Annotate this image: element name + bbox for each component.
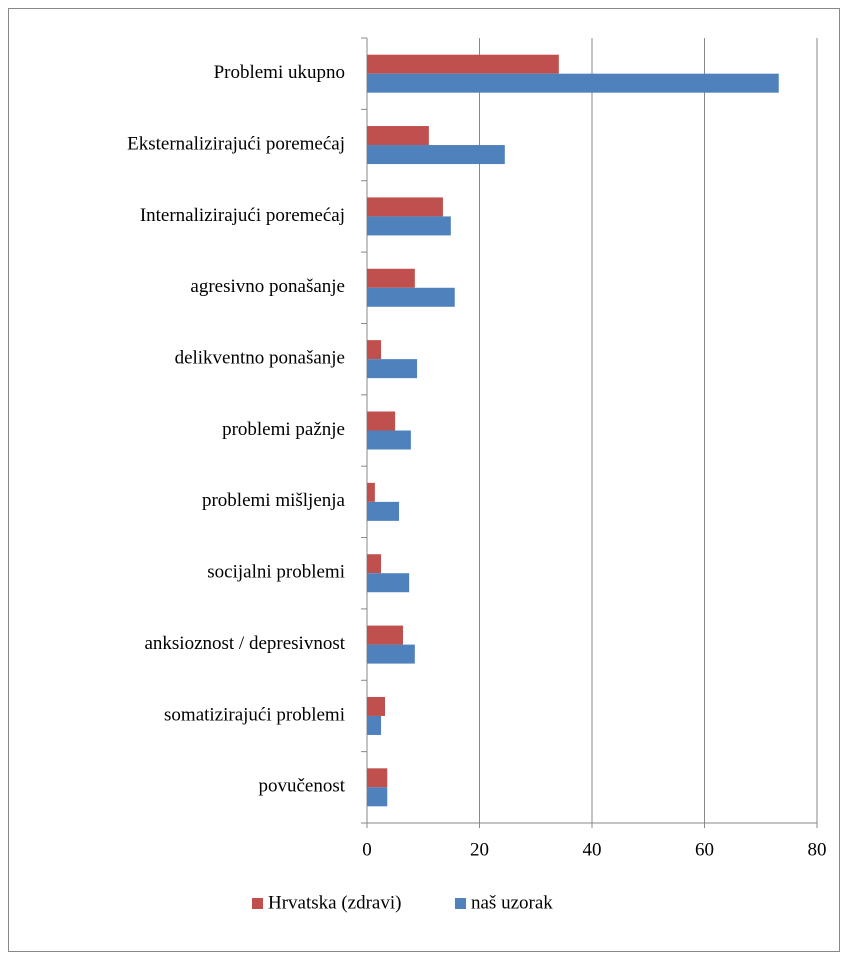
y-tick-label: Internalizirajući poremećaj xyxy=(140,205,345,226)
bar xyxy=(367,554,382,574)
bar xyxy=(367,268,415,288)
bar xyxy=(367,287,455,307)
legend-label: Hrvatska (zdravi) xyxy=(268,892,401,913)
bar xyxy=(367,340,382,360)
y-tick-label: Eksternalizirajući poremećaj xyxy=(127,133,345,154)
y-tick-label: problemi mišljenja xyxy=(202,490,346,511)
bar xyxy=(367,644,415,664)
bar xyxy=(367,430,411,450)
x-tick-label: 0 xyxy=(362,839,372,860)
bar xyxy=(367,625,403,645)
bar xyxy=(367,145,505,165)
bar xyxy=(367,573,410,593)
legend-swatch xyxy=(455,898,466,909)
x-tick-label: 80 xyxy=(808,839,827,860)
y-tick-label: agresivno ponašanje xyxy=(190,276,345,297)
bar xyxy=(367,501,400,521)
bar xyxy=(367,482,375,502)
y-tick-label: povučenost xyxy=(258,776,345,797)
x-tick-label: 60 xyxy=(695,839,714,860)
y-tick-label: delikventno ponašanje xyxy=(175,347,345,368)
bar xyxy=(367,359,418,379)
x-tick-label: 40 xyxy=(583,839,602,860)
y-tick-label: problemi pažnje xyxy=(222,419,345,440)
bar xyxy=(367,715,382,735)
bar xyxy=(367,197,443,217)
bar xyxy=(367,73,779,93)
bar xyxy=(367,696,385,716)
x-tick-label: 20 xyxy=(470,839,489,860)
bar xyxy=(367,787,388,807)
y-tick-label: Problemi ukupno xyxy=(214,62,345,83)
bar xyxy=(367,411,396,431)
y-tick-label: socijalni problemi xyxy=(207,562,345,583)
y-tick-label: anksioznost / depresivnost xyxy=(144,633,345,654)
bar xyxy=(367,54,559,74)
legend-label: naš uzorak xyxy=(471,892,553,913)
bar xyxy=(367,126,429,146)
y-tick-label: somatizirajući problemi xyxy=(164,704,345,725)
chart-border xyxy=(8,8,840,952)
bar xyxy=(367,768,388,788)
bar xyxy=(367,216,451,236)
legend-swatch xyxy=(252,898,263,909)
